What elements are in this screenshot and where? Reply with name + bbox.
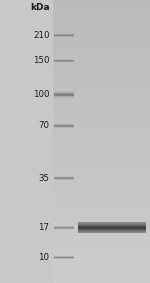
Text: 10: 10 [39,253,50,262]
Text: 210: 210 [33,31,50,40]
Text: 35: 35 [39,174,50,183]
Text: 100: 100 [33,90,50,99]
Text: 17: 17 [39,223,50,232]
Text: 150: 150 [33,56,50,65]
Text: kDa: kDa [30,3,50,12]
Text: 70: 70 [39,121,50,130]
